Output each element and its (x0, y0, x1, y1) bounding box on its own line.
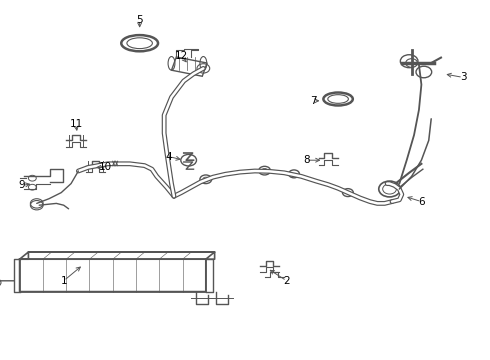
Text: 10: 10 (99, 162, 112, 172)
Bar (172, 57, 207, 76)
Text: 8: 8 (303, 155, 310, 165)
Text: 2: 2 (283, 276, 290, 286)
Text: 7: 7 (310, 96, 317, 106)
Circle shape (343, 189, 353, 197)
Text: 4: 4 (166, 152, 172, 162)
Circle shape (406, 59, 417, 67)
Text: 5: 5 (136, 15, 143, 25)
Text: 9: 9 (19, 180, 25, 190)
Circle shape (200, 175, 212, 184)
Circle shape (259, 166, 270, 175)
Text: 6: 6 (418, 197, 425, 207)
Text: 12: 12 (174, 51, 188, 61)
Text: 1: 1 (60, 276, 67, 286)
Circle shape (289, 170, 299, 178)
Text: 11: 11 (69, 119, 83, 129)
Text: 3: 3 (460, 72, 466, 82)
